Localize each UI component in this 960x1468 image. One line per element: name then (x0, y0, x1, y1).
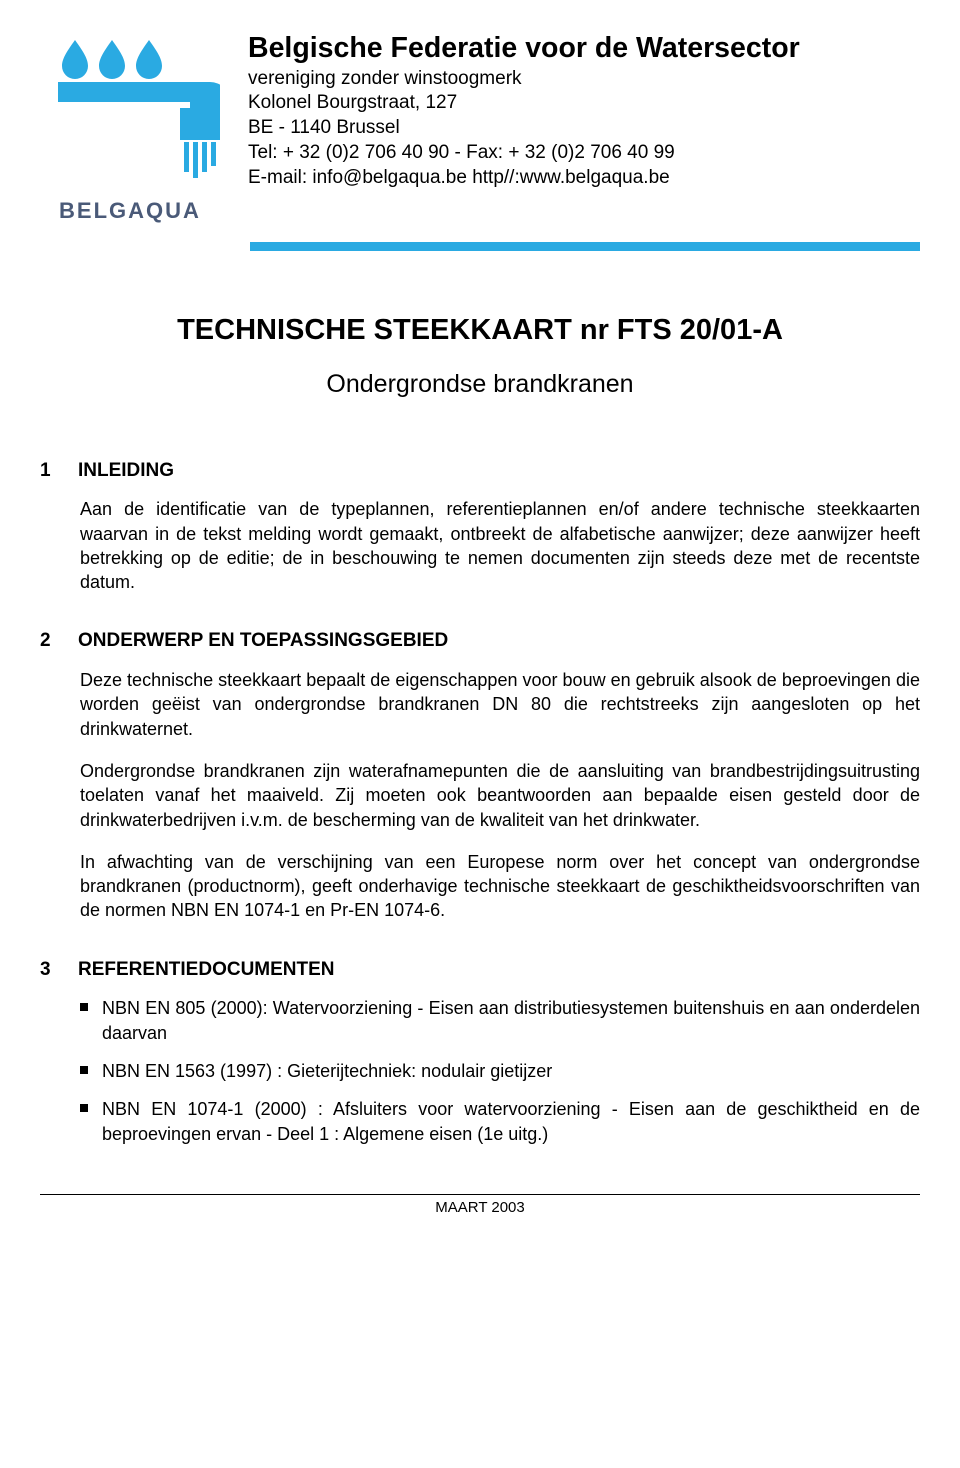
doc-title-line-1: TECHNISCHE STEEKKAART nr FTS 20/01-A (40, 311, 920, 350)
section-body: Aan de identificatie van de typeplannen,… (80, 497, 920, 594)
section-number: 2 (40, 628, 58, 654)
section-heading: 1 INLEIDING (40, 458, 920, 484)
logo-column: BELGAQUA (40, 30, 220, 226)
letterhead: BELGAQUA Belgische Federatie voor de Wat… (40, 30, 920, 226)
section-inleiding: 1 INLEIDING Aan de identificatie van de … (40, 458, 920, 595)
address-line-2: BE - 1140 Brussel (248, 116, 920, 141)
footer-divider (40, 1194, 920, 1195)
paragraph: In afwachting van de verschijning van ee… (80, 850, 920, 923)
org-subtitle: vereniging zonder winstoogmerk (248, 67, 920, 92)
section-number: 1 (40, 458, 58, 484)
contact-tel-fax: Tel: + 32 (0)2 706 40 90 - Fax: + 32 (0)… (248, 141, 920, 166)
section-referentie: 3 REFERENTIEDOCUMENTEN NBN EN 805 (2000)… (40, 957, 920, 1146)
reference-item: NBN EN 1563 (1997) : Gieterijtechniek: n… (80, 1059, 920, 1083)
section-title: ONDERWERP EN TOEPASSINGSGEBIED (78, 628, 448, 654)
contact-email-web: E-mail: info@belgaqua.be http//:www.belg… (248, 166, 920, 191)
paragraph: Aan de identificatie van de typeplannen,… (80, 497, 920, 594)
header-divider (250, 242, 920, 251)
section-body: Deze technische steekkaart bepaalt de ei… (80, 668, 920, 923)
section-heading: 3 REFERENTIEDOCUMENTEN (40, 957, 920, 983)
page-footer: MAART 2003 (40, 1194, 920, 1218)
org-title: Belgische Federatie voor de Watersector (248, 32, 920, 65)
reference-item: NBN EN 805 (2000): Watervoorziening - Ei… (80, 996, 920, 1045)
paragraph: Deze technische steekkaart bepaalt de ei… (80, 668, 920, 741)
reference-item: NBN EN 1074-1 (2000) : Afsluiters voor w… (80, 1097, 920, 1146)
paragraph: Ondergrondse brandkranen zijn waterafnam… (80, 759, 920, 832)
logo-brand-text: BELGAQUA (59, 196, 201, 226)
document-title-block: TECHNISCHE STEEKKAART nr FTS 20/01-A Ond… (40, 311, 920, 402)
reference-list: NBN EN 805 (2000): Watervoorziening - Ei… (80, 996, 920, 1145)
footer-date: MAART 2003 (435, 1199, 525, 1216)
address-line-1: Kolonel Bourgstraat, 127 (248, 91, 920, 116)
section-heading: 2 ONDERWERP EN TOEPASSINGSGEBIED (40, 628, 920, 654)
section-onderwerp: 2 ONDERWERP EN TOEPASSINGSGEBIED Deze te… (40, 628, 920, 922)
header-info: Belgische Federatie voor de Watersector … (248, 30, 920, 190)
section-title: REFERENTIEDOCUMENTEN (78, 957, 335, 983)
section-title: INLEIDING (78, 458, 174, 484)
belgaqua-logo-icon (40, 30, 220, 190)
doc-title-line-2: Ondergrondse brandkranen (40, 368, 920, 402)
section-number: 3 (40, 957, 58, 983)
